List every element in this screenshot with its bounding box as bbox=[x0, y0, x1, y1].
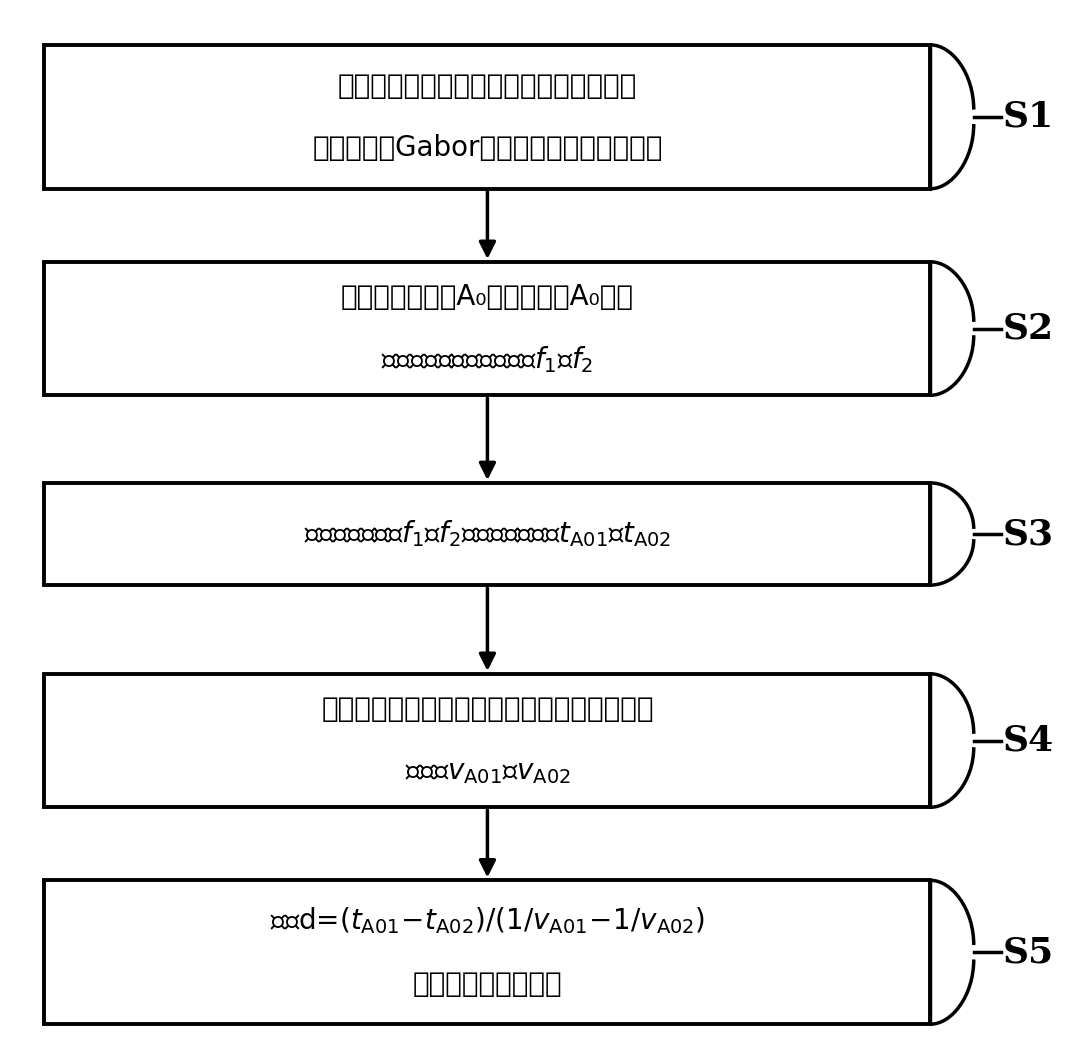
Text: S4: S4 bbox=[1003, 724, 1053, 757]
Text: 通过优化的光纤超声传感器获得平板超声: 通过优化的光纤超声传感器获得平板超声 bbox=[337, 72, 638, 99]
Text: S5: S5 bbox=[1002, 936, 1054, 969]
Text: S1: S1 bbox=[1002, 100, 1054, 134]
FancyBboxPatch shape bbox=[44, 880, 930, 1024]
Text: 根据d=$( \mathit{t}_{\mathrm{A01}}\!-\!\mathit{t}_{\mathrm{A02}})/(1/\mathit{v}_{\: 根据d=$( \mathit{t}_{\mathrm{A01}}\!-\!\ma… bbox=[270, 905, 705, 937]
Text: S2: S2 bbox=[1003, 312, 1053, 345]
Text: 利用阈值法判定$\mathit{f}_1$、$\mathit{f}_2$分量的到达时间$\mathit{t}_{\mathrm{A01}}$、$\mathit{: 利用阈值法判定$\mathit{f}_1$、$\mathit{f}_2$分量的到… bbox=[304, 518, 671, 550]
Text: 从时频图中识别A₀模态，并从A₀模态: 从时频图中识别A₀模态，并从A₀模态 bbox=[341, 284, 634, 311]
FancyBboxPatch shape bbox=[44, 262, 930, 395]
Text: 信号，进行Gabor变换，得到信号的时频图: 信号，进行Gabor变换，得到信号的时频图 bbox=[312, 135, 663, 162]
FancyBboxPatch shape bbox=[44, 45, 930, 189]
Text: 获取待测平板频散曲线，查找对应频率分量的: 获取待测平板频散曲线，查找对应频率分量的 bbox=[321, 696, 654, 723]
Text: 计算得到超声源距离: 计算得到超声源距离 bbox=[412, 970, 562, 997]
FancyBboxPatch shape bbox=[44, 483, 930, 585]
Text: 中优选两个计算频率分量$\mathit{f}_1$、$\mathit{f}_2$: 中优选两个计算频率分量$\mathit{f}_1$、$\mathit{f}_2$ bbox=[382, 344, 593, 375]
Text: 群速度$\mathit{v}_{\mathrm{A01}}$、$\mathit{v}_{\mathrm{A02}}$: 群速度$\mathit{v}_{\mathrm{A01}}$、$\mathit{… bbox=[405, 758, 570, 785]
FancyBboxPatch shape bbox=[44, 674, 930, 807]
Text: S3: S3 bbox=[1003, 517, 1053, 551]
